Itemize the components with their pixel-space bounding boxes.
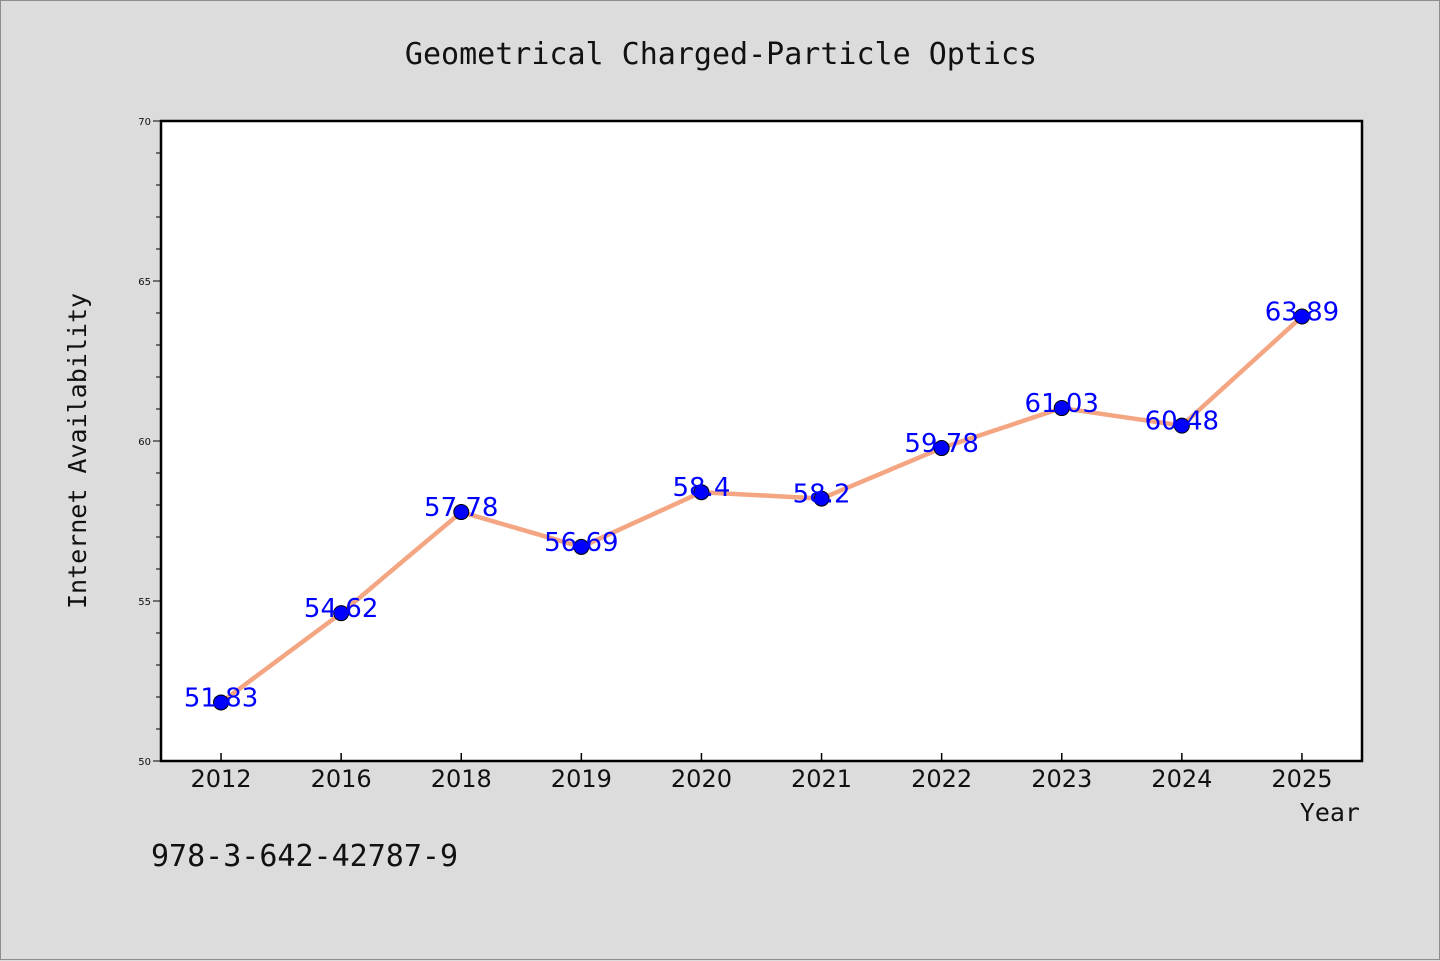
x-tick-label: 2021 <box>791 765 852 793</box>
x-tick-label: 2012 <box>191 765 252 793</box>
data-label: 58.4 <box>673 473 731 503</box>
data-label: 57.78 <box>424 493 498 523</box>
data-label: 54.62 <box>304 594 378 624</box>
data-point <box>813 490 830 507</box>
y-tick-label: 50 <box>138 757 151 768</box>
x-axis-label: Year <box>1300 798 1360 827</box>
x-tick-label: 2023 <box>1031 765 1092 793</box>
data-labels: 51.83 54.62 57.78 56.69 58.4 58.2 59.78 61.03 60… <box>184 298 1339 714</box>
x-axis: 2012 2016 2018 2019 2020 2021 2022 2023 2024 2025 <box>191 753 1332 793</box>
data-point <box>213 694 230 711</box>
x-tick-label: 2025 <box>1271 765 1332 793</box>
data-point <box>1053 400 1070 417</box>
y-axis-label: Internet Availability <box>63 293 92 609</box>
data-label: 56.69 <box>544 528 618 558</box>
data-label: 61.03 <box>1025 389 1099 419</box>
series-markers <box>213 308 1310 711</box>
data-point <box>1173 417 1190 434</box>
x-tick-label: 2022 <box>911 765 972 793</box>
data-point <box>1293 308 1310 325</box>
data-label: 51.83 <box>184 683 258 713</box>
data-point <box>693 484 710 501</box>
x-tick-label: 2018 <box>431 765 492 793</box>
data-point <box>453 504 470 521</box>
x-tick-label: 2024 <box>1151 765 1212 793</box>
series-line <box>219 314 1304 705</box>
y-tick-label: 55 <box>138 597 151 608</box>
chart-title: Geometrical Charged-Particle Optics <box>405 37 1037 72</box>
y-tick-label: 65 <box>138 277 151 288</box>
data-label: 60.48 <box>1145 407 1219 437</box>
y-axis: 50 55 60 65 70 <box>138 117 161 768</box>
data-label: 58.2 <box>793 480 851 510</box>
isbn-text: 978-3-642-42787-9 <box>151 839 458 874</box>
data-label: 59.78 <box>904 429 978 459</box>
plot-area <box>159 119 1364 763</box>
x-tick-label: 2016 <box>311 765 372 793</box>
data-label: 63.89 <box>1265 298 1339 328</box>
y-tick-label: 70 <box>138 117 151 128</box>
y-tick-label: 60 <box>138 437 151 448</box>
x-tick-label: 2020 <box>671 765 732 793</box>
data-point <box>573 538 590 555</box>
x-tick-label: 2019 <box>551 765 612 793</box>
data-point <box>333 605 350 622</box>
data-point <box>933 440 950 457</box>
